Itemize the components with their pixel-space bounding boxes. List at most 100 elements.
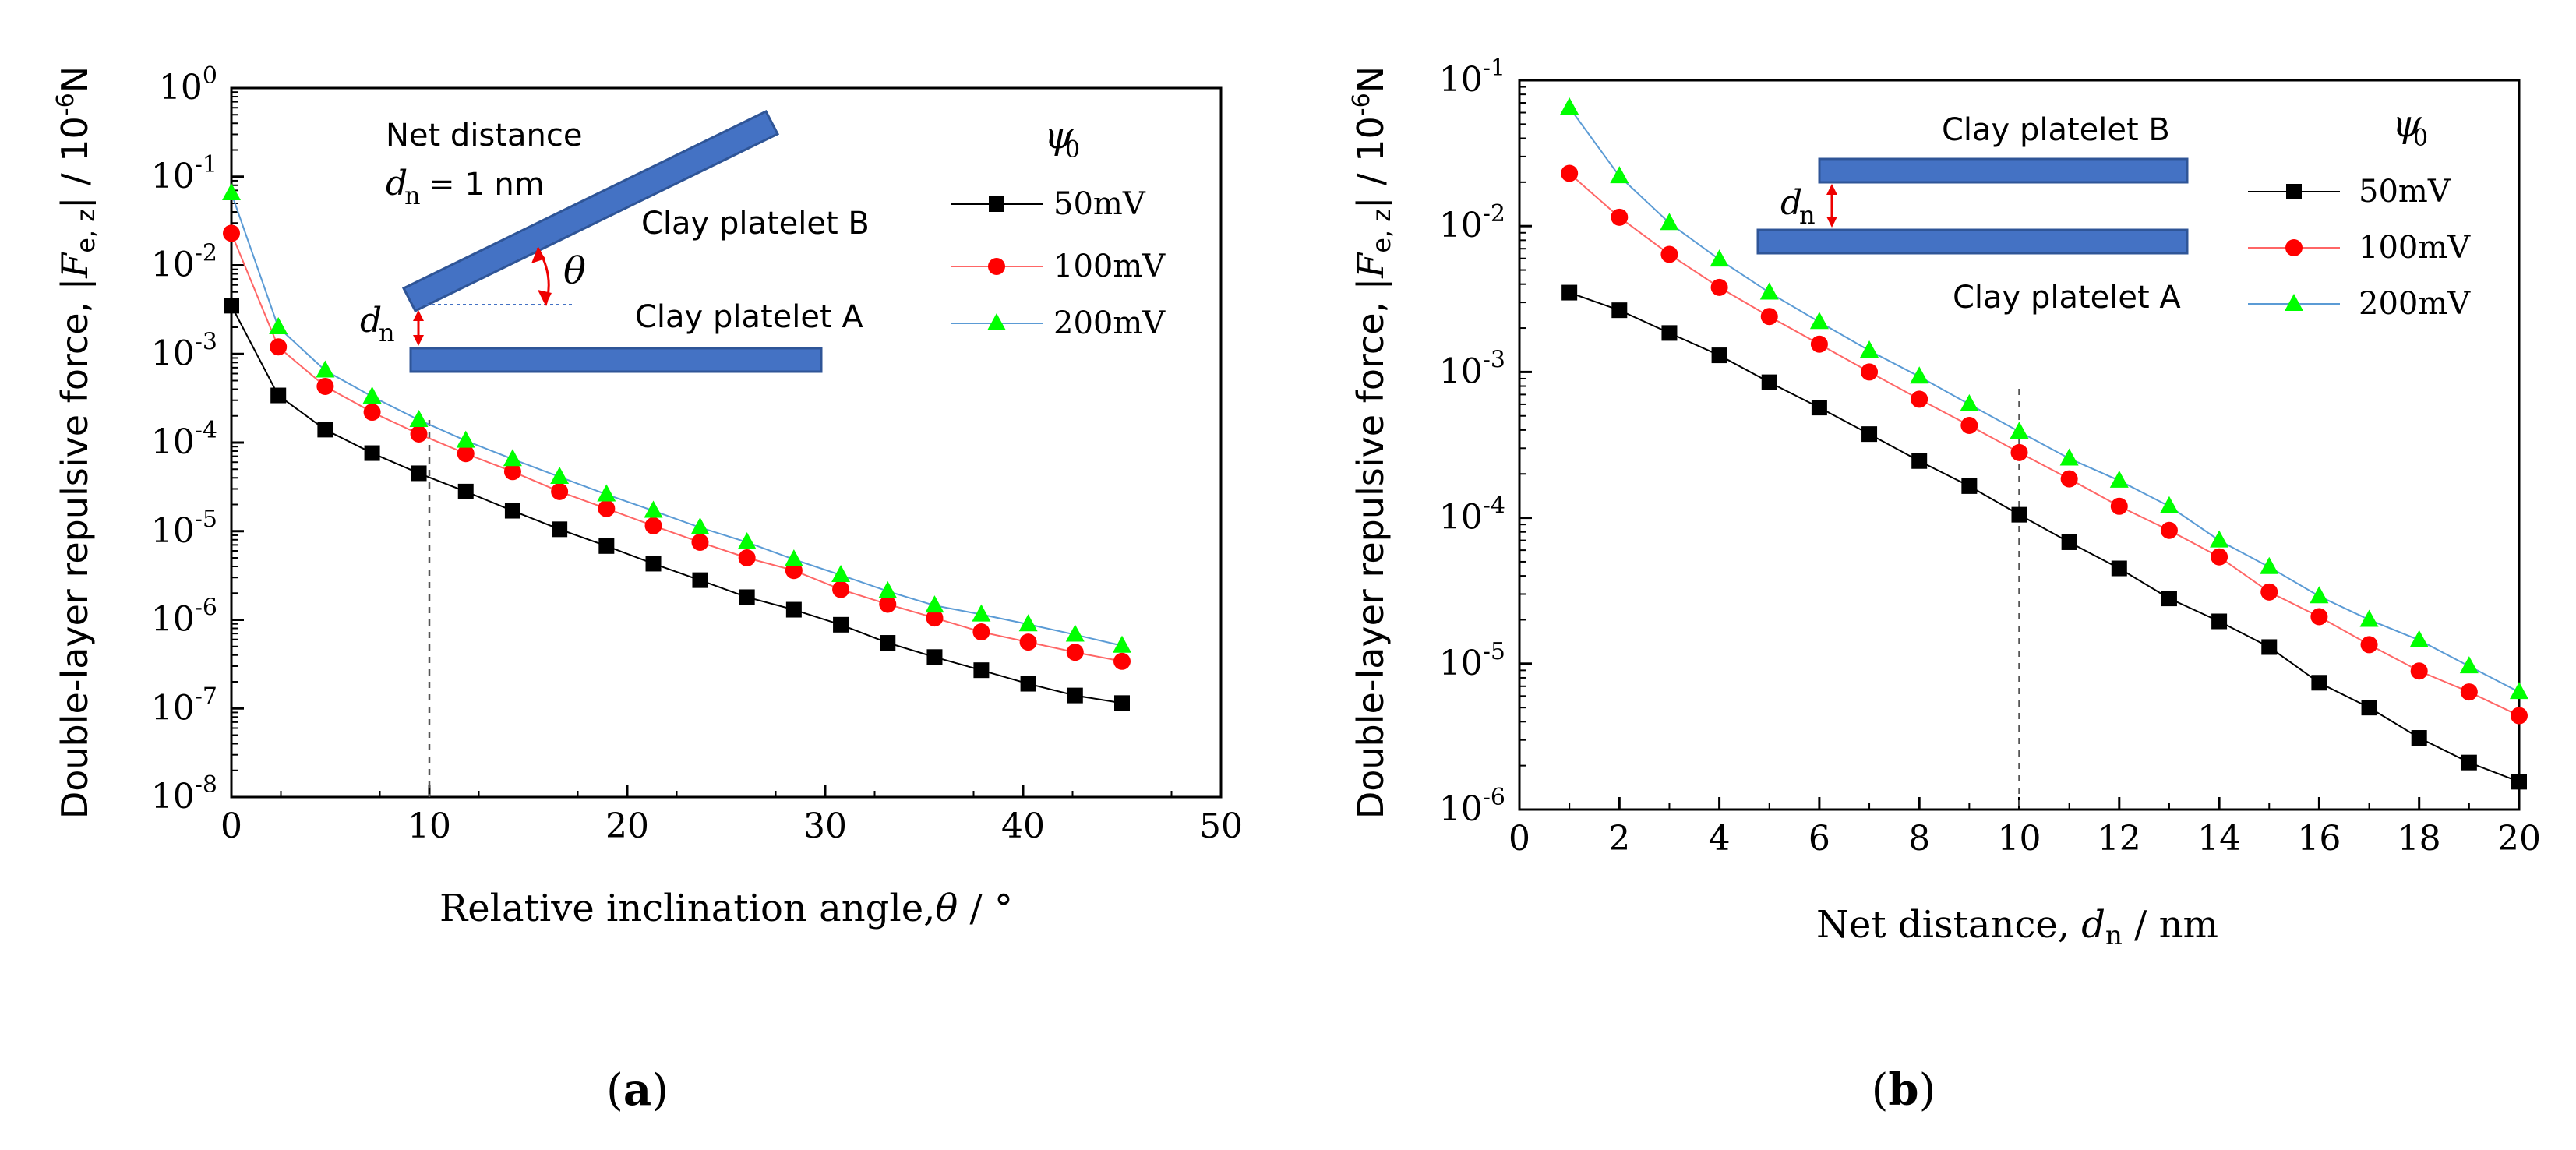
data-point-200mV — [409, 409, 429, 427]
data-point-100mV — [410, 425, 428, 443]
x-tick-label: 20 — [605, 806, 649, 846]
svg-text:Double-layer repulsive force,: Double-layer repulsive force, |Fe, z| / … — [1348, 66, 1396, 819]
data-point-200mV — [1860, 340, 1879, 358]
x-tick-label: 12 — [2098, 819, 2141, 859]
clay-platelet-a-shape — [409, 347, 823, 373]
legend-title-psi-b: ψ — [2392, 102, 2422, 146]
y-tick-label: 10-3 — [151, 328, 217, 373]
data-point-200mV — [690, 517, 710, 535]
x-axis-label-a-prefix: Relative inclination angle, — [439, 887, 935, 930]
dn-arrow-head-top-b — [1826, 184, 1837, 195]
data-point-50mV — [504, 503, 520, 519]
x-tick-label: 30 — [803, 806, 847, 846]
dn-symbol-a: d — [360, 301, 382, 340]
data-point-200mV — [1809, 312, 1829, 330]
data-point-100mV — [223, 224, 240, 242]
y-axis-label-b-F: F — [1350, 252, 1392, 279]
x-tick-label: 18 — [2398, 819, 2441, 859]
dn-eq-subscript: n — [404, 181, 421, 210]
data-point-200mV — [1018, 614, 1038, 632]
data-point-100mV — [2460, 683, 2478, 701]
data-point-200mV — [1065, 624, 1085, 642]
data-point-200mV — [1759, 282, 1779, 300]
data-point-100mV — [738, 549, 756, 566]
data-point-200mV — [2210, 530, 2229, 548]
data-point-100mV — [1960, 417, 1978, 435]
data-point-100mV — [1660, 245, 1678, 263]
data-point-100mV — [1611, 208, 1629, 226]
data-point-100mV — [926, 609, 944, 627]
legend-label-50-b: 50mV — [2359, 174, 2451, 210]
data-point-50mV — [2511, 774, 2527, 790]
x-tick-label: 10 — [1998, 819, 2041, 859]
data-point-100mV — [972, 623, 990, 641]
data-point-200mV — [2010, 421, 2029, 439]
y-axis-label-b-mid: | / 10 — [1350, 116, 1392, 209]
legend-label-100-a: 100mV — [1053, 249, 1166, 284]
clay-platelet-b-shape — [401, 110, 780, 312]
data-point-200mV — [2059, 448, 2079, 466]
data-point-200mV — [644, 500, 663, 518]
legend-label-200-a: 200mV — [1053, 305, 1166, 341]
series-b — [1560, 97, 2528, 790]
data-point-200mV — [1113, 635, 1131, 653]
dn-eq-symbol: d — [386, 164, 408, 203]
series-line-50mV — [1569, 291, 2520, 783]
data-point-50mV — [1561, 284, 1578, 301]
y-axis-b: 10-1 10-2 10-3 10-4 10-5 10-6 — [1439, 55, 1532, 829]
data-point-200mV — [2510, 682, 2528, 700]
y-tick-label: 10-7 — [151, 683, 217, 728]
data-point-50mV — [833, 616, 849, 633]
dn-arrow-head-top — [413, 310, 424, 321]
data-point-200mV — [222, 183, 241, 201]
data-point-50mV — [2211, 613, 2228, 630]
platelet-b-label-b: Clay platelet B — [1942, 112, 2170, 148]
data-point-50mV — [2111, 560, 2127, 577]
data-point-50mV — [973, 662, 990, 679]
y-tick-label: 10-1 — [151, 151, 217, 196]
data-point-100mV — [1561, 164, 1579, 182]
data-point-100mV — [2260, 583, 2278, 601]
x-axis-label-a: Relative inclination angle,θ / ° — [439, 887, 1013, 930]
data-point-200mV — [597, 484, 616, 502]
y-tick-label: 10-2 — [1439, 200, 1505, 245]
y-axis-label-b-prefix: Double-layer repulsive force, | — [1350, 278, 1392, 819]
dn-arrow-head-bottom — [413, 335, 424, 346]
data-point-50mV — [270, 387, 287, 404]
platelet-b-label-a: Clay platelet B — [641, 206, 870, 242]
data-point-200mV — [2310, 586, 2329, 604]
panel-label-a: (a) — [606, 1064, 669, 1116]
theta-arrow-head-top — [531, 248, 545, 263]
panel-label-b-letter: b — [1888, 1064, 1918, 1116]
y-tick-label: 10-5 — [151, 506, 217, 551]
data-point-200mV — [1560, 97, 1579, 115]
data-point-100mV — [879, 595, 897, 613]
dn-symbol-b: d — [1780, 183, 1802, 223]
data-point-200mV — [456, 430, 475, 448]
data-point-50mV — [598, 538, 615, 554]
data-point-200mV — [972, 604, 991, 622]
data-point-50mV — [2261, 639, 2278, 655]
dn-arrow-head-bottom-b — [1826, 217, 1837, 228]
y-tick-label: 10-6 — [1439, 784, 1505, 829]
x-axis-label-b-unit: / nm — [2123, 903, 2218, 947]
data-point-200mV — [550, 467, 570, 485]
x-axis-label-b-prefix: Net distance, — [1816, 903, 2081, 947]
data-point-200mV — [316, 360, 335, 378]
panel-label-a-letter: a — [623, 1064, 651, 1116]
data-point-200mV — [2109, 470, 2129, 488]
data-point-50mV — [2011, 506, 2027, 523]
legend-marker-200-a — [987, 313, 1006, 330]
theta-arrow-head-bottom — [538, 290, 552, 305]
data-point-200mV — [2359, 609, 2379, 627]
y-axis-label-b: Double-layer repulsive force, |Fe, z| / … — [1348, 66, 1396, 819]
data-point-50mV — [411, 465, 427, 482]
series-line-100mV — [1569, 172, 2520, 717]
legend-a: ψ 0 50mV 100mV 200mV — [951, 114, 1166, 341]
data-point-50mV — [1911, 453, 1928, 469]
y-axis-label-a-sub: e, z — [71, 209, 101, 253]
legend-b: ψ 0 50mV 100mV 200mV — [2248, 102, 2471, 322]
x-axis-a: 0 10 20 30 40 50 — [221, 785, 1243, 846]
inset-a: Net distance d n = 1 nm Clay platelet B … — [360, 110, 870, 373]
